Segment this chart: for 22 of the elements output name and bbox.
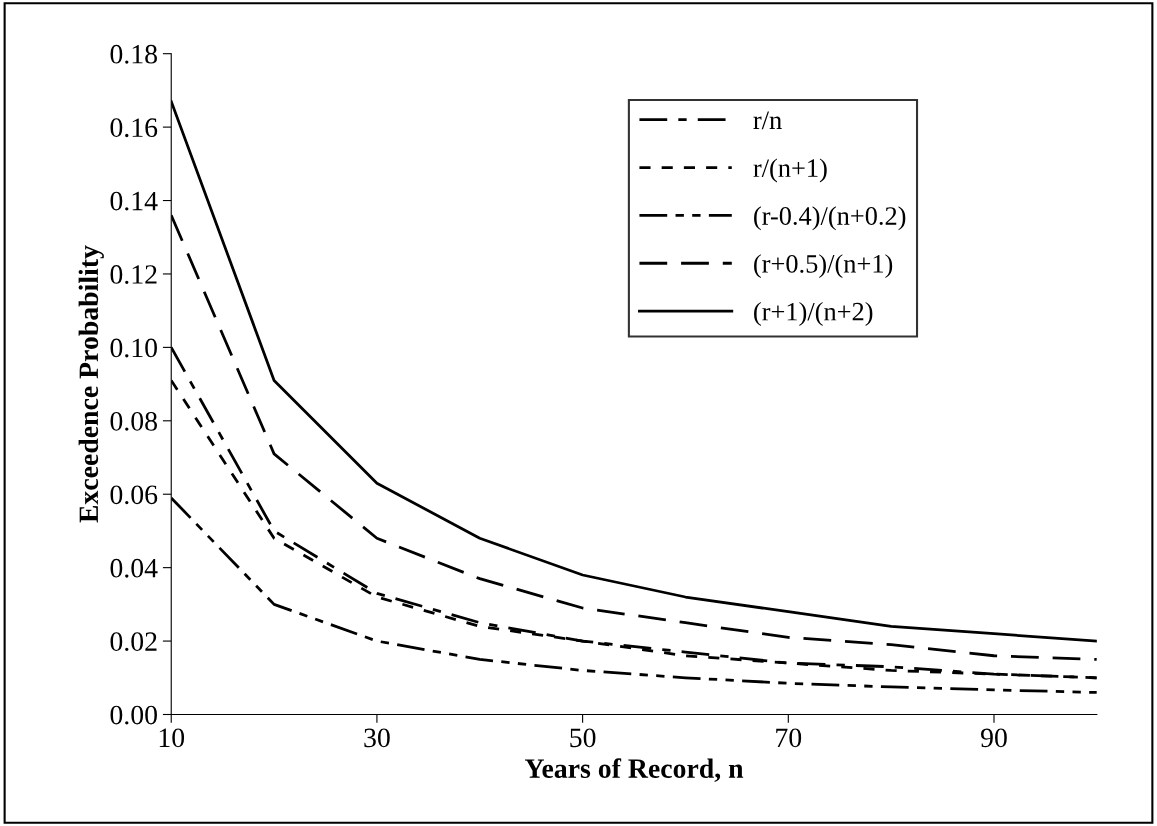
y-tick-label: 0.18 (110, 44, 157, 64)
x-tick-label: 30 (364, 728, 390, 748)
y-tick-label: 0.12 (110, 265, 157, 284)
y-axis-title: Exceedence Probability (78, 245, 104, 523)
legend-label: (r+0.5)/(n+1) (754, 254, 893, 279)
legend-label: (r-0.4)/(n+0.2) (754, 206, 906, 231)
legend-label: (r+1)/(n+2) (754, 302, 873, 326)
y-tick-label: 0.02 (110, 632, 157, 652)
y-tick-label: 0.10 (110, 338, 157, 358)
y-tick-label: 0.00 (110, 705, 157, 725)
y-tick-label: 0.14 (110, 191, 158, 211)
legend-label: r/n (753, 111, 782, 130)
y-tick-label: 0.04 (110, 558, 158, 578)
y-tick-label: 0.06 (110, 485, 158, 505)
x-axis-title: Years of Record, n (524, 758, 744, 783)
x-tick-label: 10 (159, 728, 185, 748)
y-tick-label: 0.08 (110, 411, 157, 431)
x-tick-label: 50 (570, 728, 596, 748)
x-tick-label: 90 (981, 728, 1007, 748)
x-tick-label: 70 (776, 728, 802, 748)
y-tick-label: 0.16 (110, 118, 158, 138)
legend-label: r/(n+1) (753, 158, 827, 183)
